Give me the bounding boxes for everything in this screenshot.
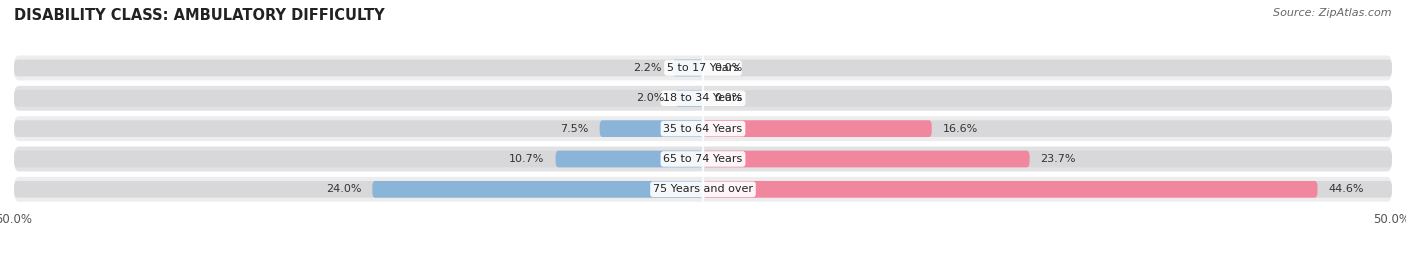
FancyBboxPatch shape	[373, 181, 703, 198]
FancyBboxPatch shape	[14, 86, 1392, 111]
Text: 2.0%: 2.0%	[636, 93, 665, 103]
Text: 75 Years and over: 75 Years and over	[652, 184, 754, 194]
FancyBboxPatch shape	[703, 181, 1392, 198]
Text: 7.5%: 7.5%	[560, 124, 589, 134]
Text: 2.2%: 2.2%	[633, 63, 662, 73]
FancyBboxPatch shape	[14, 120, 703, 137]
FancyBboxPatch shape	[672, 59, 703, 76]
FancyBboxPatch shape	[599, 120, 703, 137]
FancyBboxPatch shape	[555, 151, 703, 167]
Text: DISABILITY CLASS: AMBULATORY DIFFICULTY: DISABILITY CLASS: AMBULATORY DIFFICULTY	[14, 8, 385, 23]
Text: 18 to 34 Years: 18 to 34 Years	[664, 93, 742, 103]
FancyBboxPatch shape	[14, 59, 703, 76]
FancyBboxPatch shape	[14, 55, 1392, 80]
FancyBboxPatch shape	[703, 120, 932, 137]
FancyBboxPatch shape	[14, 177, 1392, 202]
FancyBboxPatch shape	[14, 181, 703, 198]
Text: 24.0%: 24.0%	[326, 184, 361, 194]
Text: 23.7%: 23.7%	[1040, 154, 1076, 164]
Text: 0.0%: 0.0%	[714, 93, 742, 103]
FancyBboxPatch shape	[703, 90, 1392, 107]
Text: 0.0%: 0.0%	[714, 63, 742, 73]
FancyBboxPatch shape	[703, 120, 1392, 137]
Text: 35 to 64 Years: 35 to 64 Years	[664, 124, 742, 134]
FancyBboxPatch shape	[14, 151, 703, 167]
FancyBboxPatch shape	[14, 90, 703, 107]
FancyBboxPatch shape	[14, 116, 1392, 141]
FancyBboxPatch shape	[14, 147, 1392, 172]
FancyBboxPatch shape	[703, 151, 1392, 167]
FancyBboxPatch shape	[675, 90, 703, 107]
FancyBboxPatch shape	[703, 181, 1317, 198]
Text: 16.6%: 16.6%	[943, 124, 979, 134]
Text: 5 to 17 Years: 5 to 17 Years	[666, 63, 740, 73]
Text: 65 to 74 Years: 65 to 74 Years	[664, 154, 742, 164]
Text: Source: ZipAtlas.com: Source: ZipAtlas.com	[1274, 8, 1392, 18]
Text: 10.7%: 10.7%	[509, 154, 544, 164]
Text: 44.6%: 44.6%	[1329, 184, 1364, 194]
FancyBboxPatch shape	[703, 151, 1029, 167]
FancyBboxPatch shape	[703, 59, 1392, 76]
